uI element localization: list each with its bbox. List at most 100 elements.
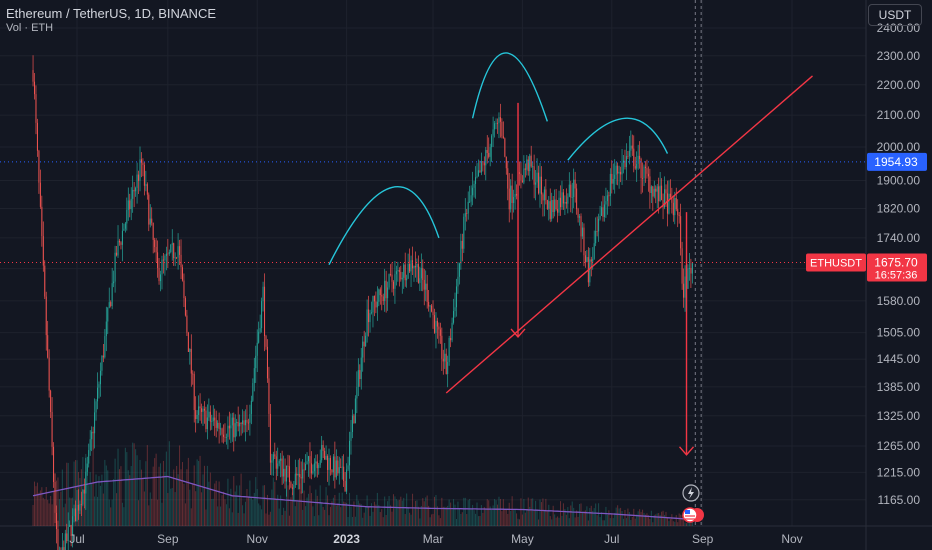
candle-body xyxy=(199,406,201,409)
volume-bar xyxy=(73,461,75,526)
candle-body xyxy=(498,117,500,124)
candle-body xyxy=(518,172,520,174)
candle-body xyxy=(94,412,96,434)
volume-bar xyxy=(224,499,226,526)
candle-body xyxy=(681,248,683,284)
volume-bar xyxy=(218,481,220,526)
candle-body xyxy=(38,150,40,183)
volume-bar xyxy=(406,493,408,526)
volume-bar xyxy=(145,461,147,526)
candle-body xyxy=(231,417,233,426)
volume-bar xyxy=(441,497,443,526)
candle-body xyxy=(425,283,427,290)
candle-body xyxy=(39,182,41,207)
candle-body xyxy=(155,247,157,253)
currency-button[interactable]: USDT xyxy=(868,4,922,26)
candle-body xyxy=(476,176,478,178)
volume-bar xyxy=(88,485,90,526)
volume-bar xyxy=(36,482,38,526)
pattern-arc[interactable] xyxy=(567,117,669,161)
candle-body xyxy=(47,335,49,358)
candle-body xyxy=(107,307,109,322)
candle-body xyxy=(466,213,468,214)
volume-bar xyxy=(671,514,673,526)
volume-bar xyxy=(666,517,668,526)
volume-bar xyxy=(379,512,381,526)
candle-body xyxy=(130,198,132,210)
candle-body xyxy=(92,431,94,434)
candle-body xyxy=(321,445,323,461)
volume-bar xyxy=(625,518,627,526)
candle-body xyxy=(559,197,562,208)
candle-body xyxy=(435,320,437,333)
volume-bar xyxy=(211,498,213,526)
candle-body xyxy=(574,179,576,189)
candle-body xyxy=(322,445,324,451)
volume-bar xyxy=(521,514,523,526)
volume-bar xyxy=(75,460,77,526)
volume-bar xyxy=(283,507,285,526)
trendline[interactable] xyxy=(445,75,813,394)
candle-body xyxy=(95,401,97,413)
volume-bar xyxy=(181,462,184,526)
candle-body xyxy=(325,455,327,460)
volume-bar xyxy=(438,515,440,526)
candle-body xyxy=(584,255,586,263)
volume-bar xyxy=(691,519,693,526)
candle-body xyxy=(652,186,654,197)
candle-body xyxy=(69,524,71,527)
volume-bar xyxy=(409,512,411,526)
candle-body xyxy=(630,145,632,151)
candle-body xyxy=(532,166,534,168)
candle-body xyxy=(214,417,216,421)
volume-bar xyxy=(586,506,588,526)
candle-body xyxy=(558,197,560,213)
volume-bar xyxy=(584,510,586,526)
candle-body xyxy=(286,465,288,482)
volume-bar xyxy=(659,515,661,526)
volume-bar xyxy=(545,498,547,526)
candle-body xyxy=(140,159,142,163)
volume-bar xyxy=(234,491,236,526)
volume-bar xyxy=(64,503,66,526)
candle-body xyxy=(545,189,547,201)
volume-bar xyxy=(183,483,185,526)
volume-bar xyxy=(35,486,37,526)
candle-body xyxy=(310,463,312,474)
volume-bar xyxy=(217,506,219,526)
candle-body xyxy=(391,274,393,282)
volume-bar xyxy=(332,497,334,526)
volume-bar xyxy=(529,506,531,526)
candle-body xyxy=(354,398,356,424)
candle-body xyxy=(618,171,620,174)
volume-bar xyxy=(606,514,608,526)
volume-bar xyxy=(171,488,173,526)
candle-body xyxy=(48,357,50,391)
candle-body xyxy=(167,253,169,255)
volume-bar xyxy=(334,495,336,526)
candle-body xyxy=(510,185,512,210)
volume-bar xyxy=(319,485,321,526)
candle-body xyxy=(344,481,346,492)
candle-body xyxy=(124,223,126,229)
pattern-arc[interactable] xyxy=(328,186,440,266)
volume-bar xyxy=(466,514,468,526)
event-icons[interactable] xyxy=(682,484,704,523)
volume-bar xyxy=(293,489,295,526)
volume-indicator-label: Vol · ETH xyxy=(6,22,54,34)
volume-bar xyxy=(577,516,579,526)
volume-bar xyxy=(243,513,245,526)
x-tick-label: Sep xyxy=(692,532,714,546)
volume-bar xyxy=(391,511,393,526)
pattern-arc[interactable] xyxy=(471,52,548,122)
volume-bar xyxy=(306,497,308,526)
candle-body xyxy=(57,529,59,550)
candle-body xyxy=(72,516,74,537)
volume-bar xyxy=(433,496,436,526)
candle-body xyxy=(647,173,649,177)
candle-body xyxy=(460,240,462,264)
volume-bar xyxy=(650,510,652,526)
volume-bar xyxy=(388,496,390,526)
y-axis: 2400.00 2300.00 2200.00 2100.00 2000.00 1900.… xyxy=(877,21,921,507)
